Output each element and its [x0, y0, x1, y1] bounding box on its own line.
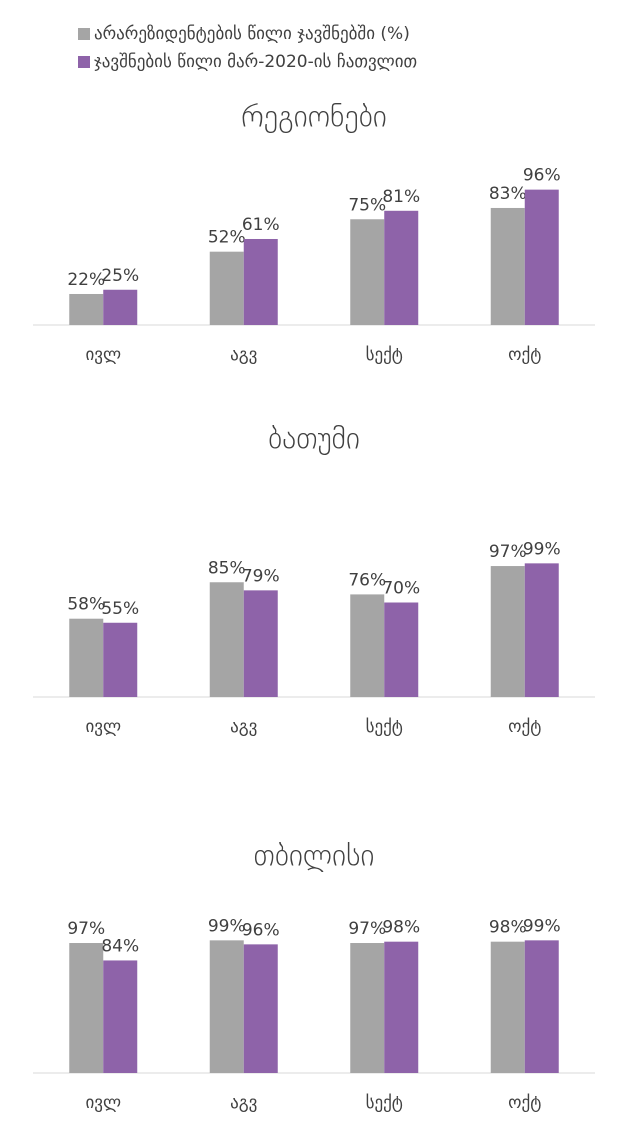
x-tick-label: ოქტ: [508, 1093, 541, 1113]
value-label: 25%: [101, 266, 139, 286]
legend-label: ჯავშნების წილი მარ-2020-ის ჩათვლით: [94, 52, 417, 72]
bar: [103, 622, 138, 697]
chart-title: რეგიონები: [241, 100, 387, 135]
x-tick-label: ოქტ: [508, 717, 541, 737]
x-tick-label: სექტ: [366, 345, 403, 365]
chart-title: ბათუმი: [268, 422, 360, 457]
value-label: 52%: [208, 228, 246, 248]
x-tick-label: აგვ: [230, 1093, 257, 1113]
value-label: 83%: [489, 184, 527, 204]
x-tick-label: ივლ: [85, 345, 121, 365]
bar: [103, 289, 138, 325]
bar: [524, 940, 559, 1073]
value-label: 79%: [242, 566, 280, 586]
value-label: 84%: [101, 936, 139, 956]
bar: [243, 944, 278, 1073]
chart-title: თბილისი: [254, 839, 375, 874]
legend-swatch: [78, 28, 90, 40]
bar: [350, 219, 385, 325]
x-tick-label: ოქტ: [508, 345, 541, 365]
x-tick-label: აგვ: [230, 717, 257, 737]
value-label: 61%: [242, 215, 280, 235]
value-label: 81%: [382, 187, 420, 207]
bar: [350, 943, 385, 1073]
value-label: 75%: [348, 195, 386, 215]
bar: [350, 594, 385, 697]
x-tick-label: აგვ: [230, 345, 257, 365]
bar: [69, 943, 104, 1073]
value-label: 97%: [67, 919, 105, 939]
value-label: 76%: [348, 570, 386, 590]
bar: [524, 563, 559, 697]
value-label: 98%: [489, 918, 527, 938]
legend-swatch: [78, 56, 90, 68]
value-label: 58%: [67, 595, 105, 615]
bar: [69, 293, 104, 325]
bar: [524, 189, 559, 325]
bar: [69, 618, 104, 697]
value-label: 97%: [348, 919, 386, 939]
bar: [490, 566, 525, 697]
bar: [490, 207, 525, 325]
value-label: 99%: [523, 916, 561, 936]
bar: [243, 590, 278, 697]
bar: [384, 941, 419, 1073]
value-label: 22%: [67, 270, 105, 290]
x-tick-label: სექტ: [366, 1093, 403, 1113]
bar: [209, 251, 244, 325]
value-label: 55%: [101, 599, 139, 619]
x-tick-label: სექტ: [366, 717, 403, 737]
bar: [384, 602, 419, 697]
bar: [490, 941, 525, 1073]
bar: [103, 960, 138, 1073]
value-label: 96%: [242, 920, 280, 940]
value-label: 99%: [523, 539, 561, 559]
value-label: 98%: [382, 918, 420, 938]
bar: [243, 238, 278, 325]
bar: [209, 940, 244, 1073]
value-label: 85%: [208, 558, 246, 578]
value-label: 96%: [523, 166, 561, 186]
value-label: 97%: [489, 542, 527, 562]
bar: [384, 210, 419, 325]
legend-label: არარეზიდენტების წილი ჯავშნებში (%): [94, 24, 410, 44]
value-label: 70%: [382, 579, 420, 599]
bar: [209, 582, 244, 697]
x-tick-label: ივლ: [85, 717, 121, 737]
x-tick-label: ივლ: [85, 1093, 121, 1113]
value-label: 99%: [208, 916, 246, 936]
